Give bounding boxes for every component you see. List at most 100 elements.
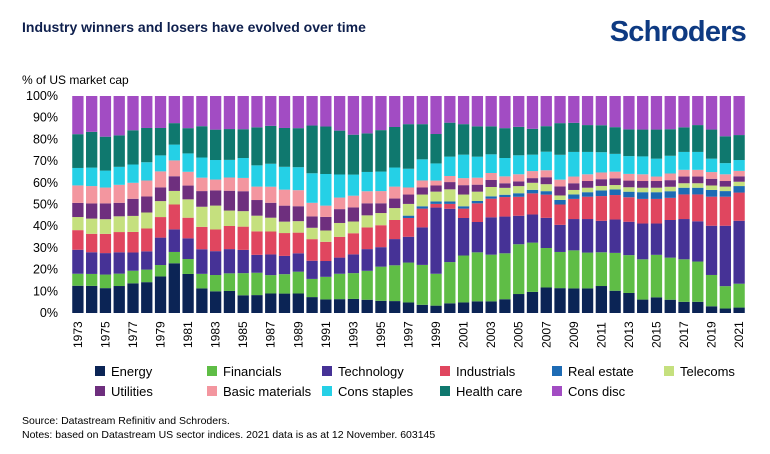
bar-segment-basic-materials bbox=[664, 173, 676, 181]
bar-stack-1989 bbox=[292, 96, 304, 313]
bar-segment-energy bbox=[664, 299, 676, 313]
bar-segment-real-estate bbox=[650, 192, 663, 199]
bar-segment-industrials bbox=[237, 226, 249, 250]
bar-segment-real-estate bbox=[581, 192, 594, 197]
bar-segment-real-estate bbox=[430, 201, 442, 204]
bar-segment-industrials bbox=[678, 194, 690, 220]
bar-segment-real-estate bbox=[416, 206, 428, 209]
bar-segment-basic-materials bbox=[127, 182, 139, 199]
stacked-bar-chart: 0%10%20%30%40%50%60%70%80%90%100% 1973 19… bbox=[26, 89, 746, 348]
bar-segment-health-care bbox=[705, 129, 718, 159]
bar-segment-financials bbox=[347, 273, 360, 299]
bar-segment-industrials bbox=[209, 229, 222, 252]
bar-segment-utilities bbox=[540, 177, 552, 185]
bar-segment-cons-disc bbox=[485, 96, 497, 127]
x-tick-label: 2007 bbox=[539, 321, 553, 348]
legend-item-telecoms: Telecoms bbox=[664, 362, 764, 380]
y-tick-label: 70% bbox=[33, 154, 58, 168]
bar-stack-2013 bbox=[623, 96, 635, 313]
bar-segment-financials bbox=[664, 257, 676, 300]
bar-segment-technology bbox=[237, 249, 249, 274]
bar-segment-industrials bbox=[86, 233, 98, 253]
bar-segment-cons-staples bbox=[113, 166, 125, 185]
bar-segment-technology bbox=[664, 220, 676, 258]
bar-segment-basic-materials bbox=[650, 176, 663, 182]
x-tick-label: 1979 bbox=[154, 321, 168, 348]
bar-segment-utilities bbox=[347, 207, 360, 222]
legend-swatch bbox=[95, 366, 105, 376]
y-axis-ticks: 0% 10% 20% 30% 40% 50% 60% 70% 80% 90% 100% bbox=[26, 89, 58, 320]
bar-segment-basic-materials bbox=[568, 176, 580, 184]
bar-segment-financials bbox=[705, 274, 718, 307]
bar-segment-utilities bbox=[471, 184, 484, 192]
bar-segment-telecoms bbox=[416, 194, 428, 207]
bar-segment-telecoms bbox=[444, 189, 456, 202]
bar-segment-cons-disc bbox=[526, 96, 539, 129]
bar-stack-2008 bbox=[554, 96, 566, 313]
x-tick-label: 1973 bbox=[71, 321, 85, 348]
bar-segment-cons-disc bbox=[347, 96, 360, 135]
bar-segment-industrials bbox=[196, 226, 208, 250]
bar-segment-basic-materials bbox=[485, 173, 497, 180]
bar-segment-financials bbox=[457, 255, 470, 303]
bar-segment-energy bbox=[471, 301, 484, 313]
bar-segment-industrials bbox=[389, 220, 401, 240]
bar-segment-industrials bbox=[595, 196, 608, 221]
bar-segment-health-care bbox=[595, 125, 608, 153]
bar-segment-financials bbox=[168, 251, 180, 264]
bar-segment-telecoms bbox=[623, 187, 635, 192]
bar-stack-2005 bbox=[513, 96, 525, 313]
bar-segment-cons-disc bbox=[678, 96, 690, 128]
bar-segment-technology bbox=[499, 216, 511, 254]
bar-stack-1999 bbox=[430, 96, 442, 313]
bar-segment-cons-staples bbox=[320, 173, 332, 206]
bar-segment-industrials bbox=[306, 239, 318, 261]
bar-segment-cons-staples bbox=[127, 164, 139, 183]
bar-segment-basic-materials bbox=[292, 190, 304, 207]
x-tick-label: 1981 bbox=[181, 321, 195, 348]
bar-segment-real-estate bbox=[526, 189, 539, 194]
bar-stack-2007 bbox=[540, 96, 552, 313]
bar-segment-industrials bbox=[444, 203, 456, 209]
bar-segment-health-care bbox=[692, 125, 704, 152]
bar-segment-utilities bbox=[692, 176, 704, 184]
legend-swatch bbox=[322, 366, 332, 376]
bar-stack-1973 bbox=[72, 96, 84, 313]
bar-segment-basic-materials bbox=[141, 180, 153, 197]
bar-segment-cons-staples bbox=[196, 157, 208, 178]
legend-label: Cons disc bbox=[568, 383, 626, 399]
bar-segment-technology bbox=[223, 249, 236, 274]
bar-segment-energy bbox=[389, 301, 401, 313]
x-tick-label: 1995 bbox=[374, 321, 388, 348]
bar-stack-2000 bbox=[444, 96, 456, 313]
bar-segment-telecoms bbox=[402, 203, 415, 216]
bar-segment-utilities bbox=[678, 176, 690, 184]
bar-segment-health-care bbox=[733, 135, 745, 161]
bar-segment-cons-staples bbox=[361, 171, 373, 192]
legend-item-utilities: Utilities bbox=[95, 382, 207, 400]
bar-segment-health-care bbox=[265, 125, 277, 164]
bar-stack-1976 bbox=[113, 96, 125, 313]
bar-stack-2001 bbox=[457, 96, 470, 313]
bar-segment-real-estate bbox=[554, 199, 566, 205]
bar-segment-industrials bbox=[416, 208, 428, 228]
bar-segment-industrials bbox=[513, 196, 525, 216]
bar-segment-cons-disc bbox=[389, 96, 401, 127]
bar-segment-health-care bbox=[554, 123, 566, 155]
legend-label: Financials bbox=[223, 363, 282, 379]
bar-segment-energy bbox=[375, 300, 387, 313]
y-tick-label: 50% bbox=[33, 198, 58, 212]
bar-segment-basic-materials bbox=[278, 189, 291, 206]
bar-segment-cons-staples bbox=[265, 163, 277, 187]
legend-item-industrials: Industrials bbox=[440, 362, 552, 380]
x-tick-label: 2009 bbox=[567, 321, 581, 348]
bar-segment-financials bbox=[278, 274, 291, 294]
bar-segment-cons-staples bbox=[251, 165, 263, 187]
bar-segment-cons-disc bbox=[209, 96, 222, 130]
bar-segment-cons-staples bbox=[86, 167, 98, 187]
bar-segment-energy bbox=[196, 288, 208, 313]
legend-swatch bbox=[552, 386, 562, 396]
bar-segment-utilities bbox=[526, 178, 539, 183]
bar-segment-industrials bbox=[223, 225, 236, 250]
legend-label: Cons staples bbox=[338, 383, 414, 399]
